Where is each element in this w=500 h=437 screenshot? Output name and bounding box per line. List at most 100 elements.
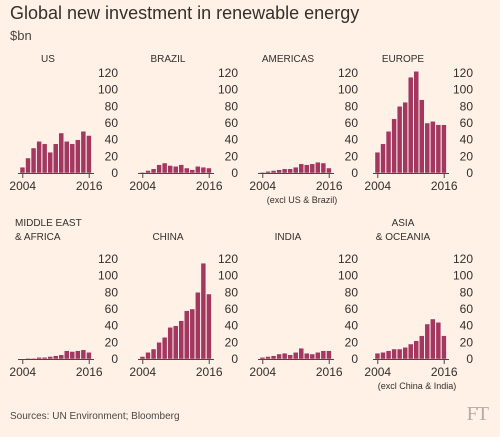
bar [424,323,430,360]
bar [320,162,327,174]
bar [80,349,87,360]
y-tick-label: 80 [225,99,239,113]
chart-panel: MIDDLE EAST & AFRICA 0 20 40 60 80 100 120 2004 20… [9,218,118,379]
y-tick-label: 40 [345,133,359,147]
bar [167,327,173,360]
bar [69,143,75,174]
y-tick-label: 60 [460,302,474,316]
y-tick-label: 60 [345,116,359,130]
bar [309,353,315,360]
panel-title: BRAZIL [150,54,185,65]
y-tick-label: 100 [338,269,358,283]
bar [276,169,282,174]
bar [396,348,403,360]
bar [189,169,195,174]
bar [276,353,282,360]
y-tick-label: 0 [466,352,473,366]
bar [385,131,392,174]
y-tick-label: 100 [453,83,473,97]
bar [36,141,42,174]
bar [281,168,288,174]
y-tick-label: 100 [98,83,118,97]
bar [69,351,75,360]
panel-title: & AFRICA [15,232,61,243]
x-tick-label: 2016 [431,365,458,379]
y-tick-label: 40 [105,133,119,147]
bar [200,166,207,174]
x-tick-label: 2016 [316,365,343,379]
bar [435,322,442,360]
y-tick-label: 100 [218,269,238,283]
panel-title: & OCEANIA [376,232,431,243]
bar [326,167,332,174]
bar [281,352,288,360]
bar [298,347,304,360]
bar [19,166,26,174]
bar [86,352,92,360]
y-tick-label: 120 [338,66,358,80]
panel-title: US [41,54,55,65]
y-tick-label: 20 [460,149,474,163]
bar [189,308,195,360]
y-tick-label: 0 [231,166,238,180]
bar [374,151,381,174]
chart-panel: ASIA & OCEANIA 0 20 40 60 80 100 120 2004 2016 (exc… [364,218,473,391]
bar [53,143,59,174]
x-tick-label: 2016 [76,365,103,379]
bar [25,357,31,360]
y-tick-label: 40 [345,319,359,333]
y-tick-label: 60 [345,302,359,316]
bar [265,356,271,360]
bar [424,122,430,174]
bar [167,165,173,174]
panel-note: (excl China & India) [378,381,457,391]
bar [156,342,162,360]
x-tick-label: 2016 [431,179,458,193]
x-tick-label: 2004 [364,179,391,193]
bar [298,163,304,174]
panel-title: ASIA [392,218,415,229]
y-tick-label: 0 [231,352,238,366]
bar [41,357,48,360]
y-tick-label: 40 [460,133,474,147]
bar [64,350,70,360]
y-tick-label: 80 [460,285,474,299]
y-tick-label: 120 [338,252,358,266]
bar [402,347,408,360]
bar [145,352,151,360]
y-tick-label: 60 [225,302,239,316]
y-tick-label: 0 [351,352,358,366]
bar [173,166,179,174]
bar [64,141,70,174]
bar [195,166,201,174]
bar [36,357,42,360]
bar [320,350,327,360]
bar [206,167,212,174]
y-tick-label: 80 [345,99,359,113]
y-tick-label: 120 [218,252,238,266]
bar [80,131,87,174]
y-tick-label: 60 [460,116,474,130]
bar [413,71,419,174]
bar [25,157,31,174]
bar [139,171,146,174]
bar [270,170,277,174]
bar [150,348,157,360]
y-tick-label: 0 [351,166,358,180]
y-tick-label: 20 [225,335,239,349]
bar [178,164,184,174]
y-tick-label: 120 [218,66,238,80]
bar [150,168,157,174]
bar [161,162,168,174]
x-tick-label: 2004 [9,179,36,193]
bar [315,352,321,360]
bar [270,355,277,360]
bar [75,139,81,174]
bar [30,357,37,360]
bar [53,355,59,360]
bar [430,121,436,174]
bar [419,99,425,174]
bar [304,352,310,360]
bar [184,167,190,174]
